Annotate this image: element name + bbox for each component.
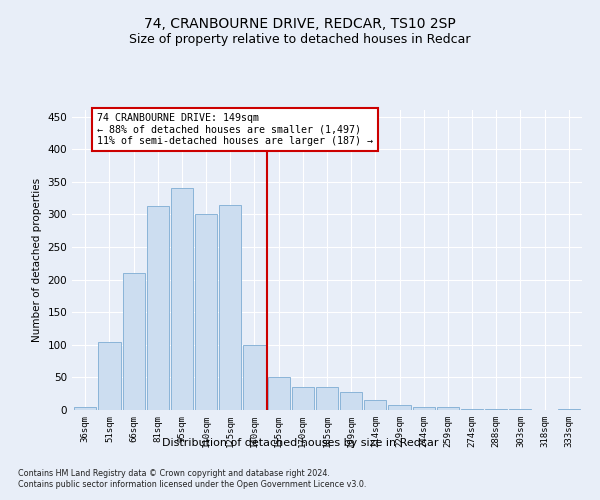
Text: Size of property relative to detached houses in Redcar: Size of property relative to detached ho…	[129, 32, 471, 46]
Bar	[437, 408, 459, 410]
Bar	[171, 188, 193, 410]
Bar	[219, 204, 241, 410]
Bar	[316, 387, 338, 410]
Y-axis label: Number of detached properties: Number of detached properties	[32, 178, 42, 342]
Text: Contains HM Land Registry data © Crown copyright and database right 2024.: Contains HM Land Registry data © Crown c…	[18, 468, 330, 477]
Bar	[195, 214, 217, 410]
Bar	[364, 400, 386, 410]
Bar	[413, 406, 435, 410]
Bar	[292, 387, 314, 410]
Bar	[461, 408, 483, 410]
Bar	[98, 342, 121, 410]
Text: Contains public sector information licensed under the Open Government Licence v3: Contains public sector information licen…	[18, 480, 367, 489]
Bar	[122, 273, 145, 410]
Bar	[388, 405, 410, 410]
Bar	[340, 392, 362, 410]
Bar	[146, 206, 169, 410]
Bar	[74, 406, 97, 410]
Bar	[268, 378, 290, 410]
Text: 74, CRANBOURNE DRIVE, REDCAR, TS10 2SP: 74, CRANBOURNE DRIVE, REDCAR, TS10 2SP	[144, 18, 456, 32]
Bar	[244, 345, 266, 410]
Text: 74 CRANBOURNE DRIVE: 149sqm
← 88% of detached houses are smaller (1,497)
11% of : 74 CRANBOURNE DRIVE: 149sqm ← 88% of det…	[97, 114, 373, 146]
Text: Distribution of detached houses by size in Redcar: Distribution of detached houses by size …	[162, 438, 438, 448]
